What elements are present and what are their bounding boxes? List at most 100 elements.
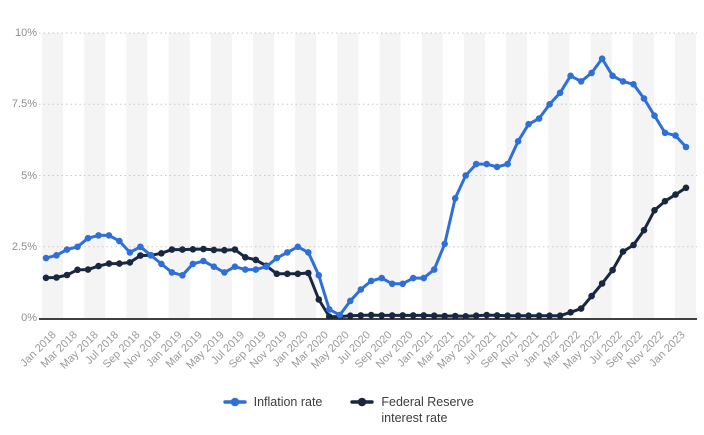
data-point[interactable] — [420, 274, 428, 282]
data-point[interactable] — [326, 313, 333, 320]
data-point[interactable] — [126, 249, 134, 256]
data-point[interactable] — [525, 120, 532, 128]
data-point[interactable] — [399, 280, 407, 288]
data-point[interactable] — [420, 312, 428, 319]
data-point[interactable] — [74, 266, 81, 274]
data-point[interactable] — [189, 260, 197, 268]
data-point[interactable] — [189, 246, 197, 253]
data-point[interactable] — [630, 241, 637, 249]
data-point[interactable] — [472, 160, 480, 168]
data-point[interactable] — [462, 313, 470, 320]
data-point[interactable] — [472, 312, 480, 320]
data-point[interactable] — [441, 240, 449, 248]
data-point[interactable] — [105, 232, 113, 239]
data-point[interactable] — [126, 259, 134, 266]
data-point[interactable] — [326, 306, 333, 313]
data-point[interactable] — [357, 312, 365, 319]
data-point[interactable] — [546, 312, 553, 320]
data-point[interactable] — [430, 312, 438, 320]
data-point[interactable] — [147, 252, 155, 259]
data-point[interactable] — [336, 311, 344, 319]
data-point[interactable] — [116, 237, 123, 245]
data-point[interactable] — [242, 266, 249, 273]
data-point[interactable] — [640, 226, 648, 234]
data-point[interactable] — [441, 312, 449, 320]
data-point[interactable] — [535, 312, 543, 320]
data-point[interactable] — [609, 72, 616, 80]
data-point[interactable] — [598, 55, 606, 62]
data-point[interactable] — [567, 72, 574, 80]
data-point[interactable] — [294, 270, 302, 278]
data-point[interactable] — [158, 260, 165, 268]
data-point[interactable] — [661, 197, 669, 205]
data-point[interactable] — [504, 160, 511, 168]
data-point[interactable] — [168, 246, 176, 253]
data-point[interactable] — [210, 263, 218, 271]
data-point[interactable] — [409, 312, 417, 319]
data-point[interactable] — [357, 286, 365, 293]
data-point[interactable] — [619, 248, 627, 255]
data-point[interactable] — [672, 191, 679, 198]
data-point[interactable] — [672, 132, 679, 139]
data-point[interactable] — [388, 280, 396, 288]
data-point[interactable] — [399, 312, 407, 319]
data-point[interactable] — [273, 254, 281, 262]
data-point[interactable] — [651, 112, 658, 119]
data-point[interactable] — [273, 270, 281, 278]
data-point[interactable] — [63, 246, 71, 253]
data-point[interactable] — [74, 243, 81, 251]
data-point[interactable] — [42, 254, 50, 262]
data-point[interactable] — [242, 253, 249, 261]
data-point[interactable] — [367, 311, 375, 319]
data-point[interactable] — [640, 95, 648, 102]
data-point[interactable] — [105, 260, 113, 267]
data-point[interactable] — [483, 160, 491, 168]
data-point[interactable] — [137, 243, 144, 251]
data-point[interactable] — [284, 249, 291, 256]
data-point[interactable] — [347, 312, 354, 320]
data-point[interactable] — [619, 78, 627, 85]
data-point[interactable] — [556, 89, 564, 97]
data-point[interactable] — [514, 138, 522, 145]
data-point[interactable] — [630, 81, 637, 88]
data-point[interactable] — [661, 129, 669, 137]
data-point[interactable] — [451, 195, 459, 202]
data-point[interactable] — [577, 78, 585, 85]
data-point[interactable] — [567, 309, 574, 316]
data-point[interactable] — [378, 312, 386, 319]
data-point[interactable] — [525, 312, 532, 320]
data-point[interactable] — [682, 184, 690, 192]
data-point[interactable] — [63, 271, 71, 279]
legend-item-inflation-rate[interactable]: Inflation rate — [222, 394, 322, 410]
data-point[interactable] — [294, 243, 302, 251]
data-point[interactable] — [221, 269, 228, 276]
data-point[interactable] — [556, 312, 564, 320]
data-point[interactable] — [388, 312, 396, 319]
data-point[interactable] — [609, 266, 616, 274]
data-point[interactable] — [315, 296, 323, 303]
data-point[interactable] — [263, 263, 270, 271]
data-point[interactable] — [598, 280, 606, 287]
data-point[interactable] — [84, 234, 92, 242]
data-point[interactable] — [493, 163, 501, 171]
data-point[interactable] — [682, 143, 690, 151]
data-point[interactable] — [504, 312, 511, 320]
data-point[interactable] — [535, 115, 543, 122]
data-point[interactable] — [315, 272, 323, 279]
data-point[interactable] — [284, 270, 291, 278]
data-point[interactable] — [210, 246, 218, 254]
data-point[interactable] — [252, 266, 260, 273]
data-point[interactable] — [305, 249, 312, 256]
data-point[interactable] — [588, 69, 595, 77]
data-point[interactable] — [430, 266, 438, 273]
data-point[interactable] — [546, 101, 553, 108]
data-point[interactable] — [367, 277, 375, 285]
data-point[interactable] — [462, 172, 470, 179]
data-point[interactable] — [514, 312, 522, 320]
data-point[interactable] — [179, 246, 186, 253]
data-point[interactable] — [378, 274, 386, 282]
data-point[interactable] — [305, 269, 312, 277]
data-point[interactable] — [95, 262, 102, 270]
data-point[interactable] — [200, 245, 207, 253]
data-point[interactable] — [231, 263, 239, 271]
